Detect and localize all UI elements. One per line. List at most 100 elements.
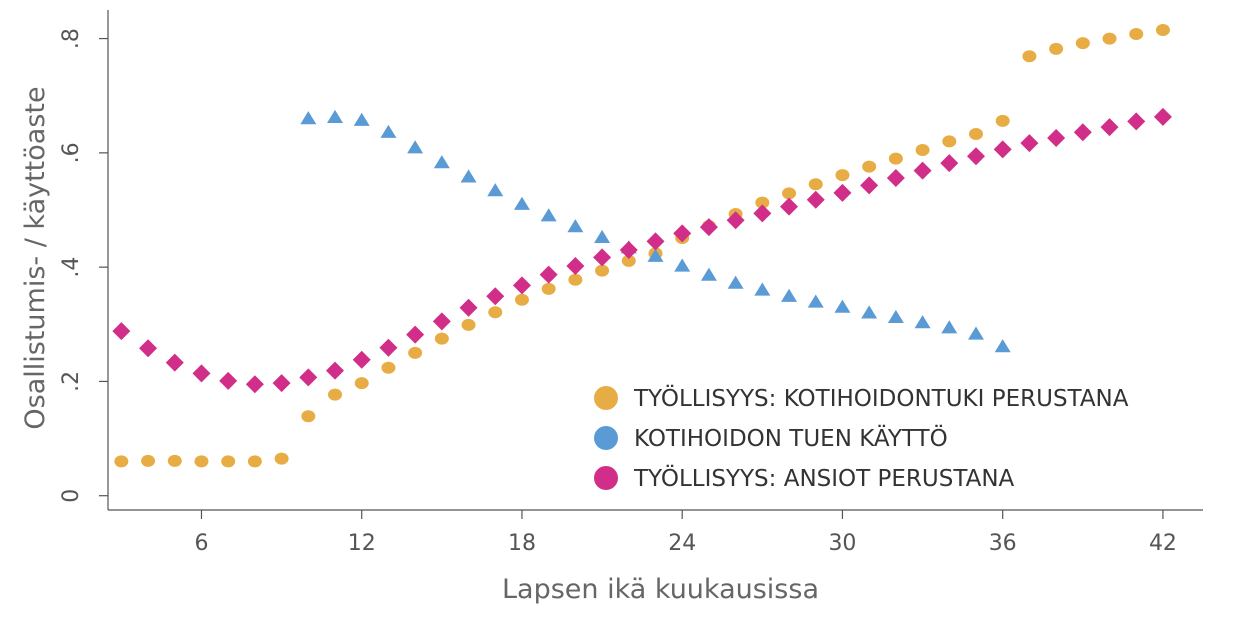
point-kotihoidontuki-employment — [434, 332, 449, 345]
legend-marker — [594, 466, 618, 490]
x-tick-label: 6 — [194, 531, 208, 556]
point-ansiot-employment — [1127, 112, 1146, 131]
x-ticks: 6 12 18 24 30 36 42 — [194, 510, 1177, 556]
point-kotihoidontuki-employment — [488, 306, 503, 319]
legend-label: TYÖLLISYYS: ANSIOT PERUSTANA — [633, 464, 1015, 492]
point-kotihoidon-tuen-kaytto — [781, 288, 798, 302]
point-ansiot-employment — [1100, 118, 1119, 137]
point-ansiot-employment — [860, 176, 879, 195]
point-kotihoidon-tuen-kaytto — [594, 229, 611, 244]
point-kotihoidontuki-employment — [995, 114, 1010, 127]
x-tick-label: 42 — [1149, 531, 1177, 556]
point-kotihoidon-tuen-kaytto — [727, 275, 744, 289]
axes — [107, 10, 1203, 511]
point-kotihoidontuki-employment — [381, 361, 396, 374]
point-ansiot-employment — [673, 224, 692, 243]
point-kotihoidon-tuen-kaytto — [300, 111, 317, 125]
point-kotihoidon-tuen-kaytto — [380, 124, 397, 138]
data-points — [112, 24, 1172, 468]
y-tick-label: .2 — [59, 371, 84, 392]
point-ansiot-employment — [913, 161, 932, 180]
point-ansiot-employment — [940, 154, 959, 173]
point-kotihoidontuki-employment — [274, 452, 289, 465]
point-ansiot-employment — [352, 350, 371, 369]
point-ansiot-employment — [1073, 123, 1092, 142]
point-kotihoidon-tuen-kaytto — [887, 309, 904, 324]
point-kotihoidontuki-employment — [942, 135, 957, 148]
point-ansiot-employment — [245, 375, 264, 394]
point-kotihoidon-tuen-kaytto — [327, 109, 344, 124]
point-kotihoidontuki-employment — [621, 254, 636, 267]
point-ansiot-employment — [192, 364, 211, 383]
point-ansiot-employment — [272, 374, 291, 393]
point-ansiot-employment — [1047, 129, 1066, 147]
point-kotihoidon-tuen-kaytto — [540, 208, 557, 222]
point-kotihoidontuki-employment — [888, 152, 903, 165]
x-axis-title: Lapsen ikä kuukausissa — [502, 574, 819, 605]
point-ansiot-employment — [539, 265, 558, 284]
point-kotihoidontuki-employment — [968, 128, 983, 140]
point-kotihoidon-tuen-kaytto — [647, 248, 664, 262]
point-kotihoidon-tuen-kaytto — [513, 196, 530, 210]
point-kotihoidon-tuen-kaytto — [700, 267, 717, 281]
point-kotihoidon-tuen-kaytto — [807, 294, 824, 308]
point-kotihoidon-tuen-kaytto — [834, 299, 851, 313]
point-kotihoidon-tuen-kaytto — [754, 282, 771, 296]
point-kotihoidontuki-employment — [1129, 28, 1144, 40]
point-ansiot-employment — [646, 232, 665, 251]
point-kotihoidon-tuen-kaytto — [967, 326, 984, 340]
point-kotihoidontuki-employment — [167, 454, 182, 467]
x-tick-label: 24 — [668, 531, 696, 556]
point-ansiot-employment — [432, 312, 451, 331]
point-kotihoidontuki-employment — [1049, 42, 1064, 55]
point-ansiot-employment — [993, 140, 1012, 159]
point-ansiot-employment — [326, 361, 345, 380]
point-ansiot-employment — [726, 211, 745, 230]
point-kotihoidon-tuen-kaytto — [861, 305, 878, 319]
point-ansiot-employment — [753, 204, 772, 223]
point-ansiot-employment — [806, 190, 825, 209]
x-tick-label: 36 — [989, 531, 1017, 556]
point-kotihoidontuki-employment — [1022, 50, 1037, 63]
point-kotihoidontuki-employment — [514, 293, 529, 306]
point-ansiot-employment — [886, 169, 905, 187]
point-kotihoidontuki-employment — [301, 410, 316, 423]
point-kotihoidontuki-employment — [808, 178, 823, 191]
point-kotihoidontuki-employment — [194, 455, 209, 468]
point-ansiot-employment — [112, 322, 131, 341]
y-tick-label: 0 — [59, 489, 84, 503]
point-ansiot-employment — [512, 276, 531, 295]
point-ansiot-employment — [379, 338, 398, 357]
series-diamond — [112, 107, 1172, 394]
legend-label: TYÖLLISYYS: KOTIHOIDONTUKI PERUSTANA — [633, 384, 1129, 412]
point-kotihoidontuki-employment — [755, 196, 770, 209]
point-ansiot-employment — [459, 298, 478, 317]
x-tick-label: 30 — [828, 531, 856, 556]
point-kotihoidon-tuen-kaytto — [433, 155, 450, 169]
point-ansiot-employment — [219, 371, 238, 390]
y-tick-label: .4 — [59, 257, 84, 278]
y-ticks: 0 .2 .4 .6 .8 — [59, 28, 108, 503]
point-kotihoidontuki-employment — [835, 169, 850, 182]
point-kotihoidon-tuen-kaytto — [460, 169, 477, 183]
point-kotihoidontuki-employment — [141, 454, 156, 467]
point-kotihoidontuki-employment — [328, 388, 343, 401]
y-tick-label: .6 — [59, 142, 84, 163]
legend-marker — [594, 386, 618, 410]
point-ansiot-employment — [299, 368, 318, 387]
point-kotihoidontuki-employment — [408, 346, 423, 359]
point-kotihoidon-tuen-kaytto — [407, 140, 424, 154]
series-circle — [114, 24, 1170, 468]
point-ansiot-employment — [1020, 134, 1039, 153]
point-ansiot-employment — [566, 257, 585, 275]
point-kotihoidontuki-employment — [915, 144, 930, 156]
point-ansiot-employment — [780, 197, 799, 216]
point-kotihoidontuki-employment — [782, 187, 797, 200]
point-kotihoidon-tuen-kaytto — [487, 183, 504, 197]
point-kotihoidon-tuen-kaytto — [674, 258, 691, 272]
y-tick-label: .8 — [59, 28, 84, 49]
point-kotihoidontuki-employment — [114, 455, 129, 468]
point-ansiot-employment — [833, 183, 852, 202]
point-ansiot-employment — [139, 339, 158, 358]
